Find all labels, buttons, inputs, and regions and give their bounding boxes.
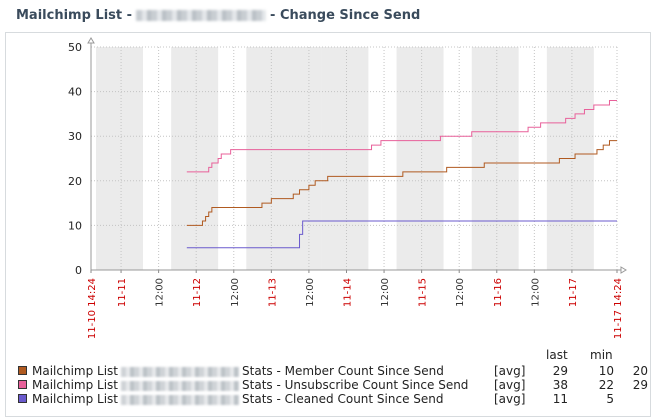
redacted-list-name xyxy=(136,10,267,21)
legend-swatch xyxy=(18,380,27,389)
graph-frame xyxy=(5,32,651,417)
y-tick-label: 20 xyxy=(68,175,82,188)
y-tick-label: 50 xyxy=(68,41,82,54)
y-tick-label: 10 xyxy=(68,219,82,232)
legend-prefix: Mailchimp List xyxy=(32,392,119,406)
series-line-0 xyxy=(186,140,617,226)
y-axis-arrow xyxy=(87,37,95,44)
legend-max: 20 xyxy=(632,364,648,378)
night-band xyxy=(96,47,143,270)
series-line-1 xyxy=(186,100,617,173)
legend-label: Mailchimp List Stats - Member Count Since… xyxy=(32,364,444,378)
legend-min: 10 xyxy=(598,364,614,378)
legend-last: 11 xyxy=(552,392,568,406)
legend-swatch xyxy=(18,394,27,403)
legend-header-last: last xyxy=(546,348,568,362)
legend-row: Mailchimp List Stats - Cleaned Count Sinc… xyxy=(18,392,656,406)
graph-title: Mailchimp List - - Change Since Send xyxy=(16,8,420,23)
redacted-list-name xyxy=(121,394,240,405)
redacted-list-name xyxy=(121,366,240,377)
legend-suffix: Stats - Unsubscribe Count Since Send xyxy=(242,378,469,392)
legend-last: 29 xyxy=(552,364,568,378)
legend-label: Mailchimp List Stats - Unsubscribe Count … xyxy=(32,378,468,392)
x-tick-label: 12:00 xyxy=(380,278,391,307)
series-line-2 xyxy=(186,220,617,249)
legend-min: 22 xyxy=(598,378,614,392)
x-tick-label: 12:00 xyxy=(155,278,166,307)
x-tick-label: 11-16 xyxy=(493,278,504,307)
x-tick-label: 11-12 xyxy=(192,278,203,307)
legend-max: 29 xyxy=(632,378,648,392)
legend-min: 5 xyxy=(606,392,614,406)
legend-label: Mailchimp List Stats - Cleaned Count Sinc… xyxy=(32,392,444,406)
y-tick-label: 0 xyxy=(75,264,82,277)
y-tick-label: 40 xyxy=(68,86,82,99)
x-tick-label: 11-14 xyxy=(342,278,353,307)
x-tick-label: 12:00 xyxy=(530,278,541,307)
legend-last: 38 xyxy=(552,378,568,392)
x-tick-label: 12:00 xyxy=(230,278,241,307)
legend-swatch xyxy=(18,366,27,375)
night-band xyxy=(471,47,519,270)
x-tick-label: 11-10 14:24 xyxy=(87,278,98,339)
legend-row: Mailchimp List Stats - Unsubscribe Count … xyxy=(18,378,656,392)
x-tick-label: 11-11 xyxy=(117,278,128,307)
x-axis-arrow xyxy=(620,266,627,274)
legend-func: [avg] xyxy=(494,378,526,392)
legend-func: [avg] xyxy=(494,392,526,406)
legend-row: Mailchimp List Stats - Member Count Since… xyxy=(18,364,656,378)
x-tick-label: 11-13 xyxy=(267,278,278,307)
redacted-list-name xyxy=(121,380,240,391)
legend-suffix: Stats - Cleaned Count Since Send xyxy=(242,392,444,406)
title-suffix: - Change Since Send xyxy=(270,8,421,23)
line-chart: 0 10 20 30 40 50 11-10 14:24 11-11 12:00 11-12 12:… xyxy=(68,37,627,339)
legend-prefix: Mailchimp List xyxy=(32,378,119,392)
legend-suffix: Stats - Member Count Since Send xyxy=(242,364,444,378)
night-band xyxy=(171,47,219,270)
x-tick-label: 11-17 xyxy=(568,278,579,307)
title-prefix: Mailchimp List - xyxy=(16,8,133,23)
legend-func: [avg] xyxy=(494,364,526,378)
x-tick-label: 11-17 14:24 xyxy=(613,278,624,339)
x-tick-label: 11-15 xyxy=(418,278,429,307)
night-band xyxy=(321,47,369,270)
y-tick-label: 30 xyxy=(68,130,82,143)
legend-header-min: min xyxy=(590,348,613,362)
night-band xyxy=(246,47,322,270)
x-tick-label: 12:00 xyxy=(305,278,316,307)
legend-prefix: Mailchimp List xyxy=(32,364,119,378)
night-band xyxy=(396,47,444,270)
x-tick-label: 12:00 xyxy=(455,278,466,307)
